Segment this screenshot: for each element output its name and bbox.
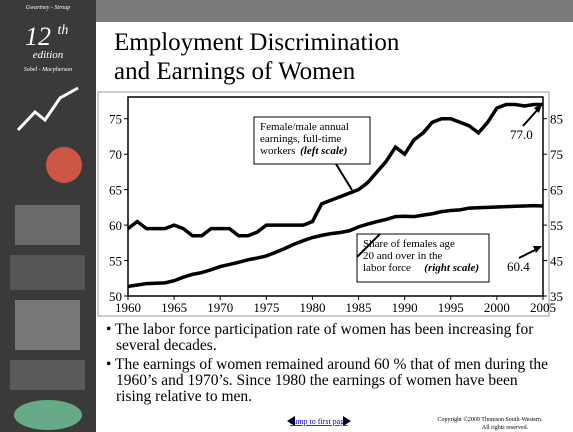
x-tick-label: 1980	[299, 300, 325, 315]
authors-top: Gwartney - Stroup	[26, 5, 70, 11]
annotation-text: workers	[260, 145, 295, 157]
bullet-text: The labor force participation rate of wo…	[115, 321, 533, 354]
sidebar-art	[10, 255, 85, 290]
slide-title: Employment Discrimination	[114, 29, 400, 56]
top-bar-line	[96, 22, 573, 24]
x-tick-label: 2005	[530, 300, 556, 315]
copyright: All rights reserved.	[482, 425, 529, 431]
sidebar-art	[14, 400, 82, 430]
y-tick-label: 75	[109, 112, 122, 127]
edition-number: 12	[25, 22, 51, 51]
x-tick-label: 1965	[161, 300, 187, 315]
annotation-scale: (left scale)	[300, 145, 347, 157]
annotation-scale: (right scale)	[424, 262, 479, 274]
x-tick-label: 1995	[438, 300, 464, 315]
y2-tick-label: 55	[550, 218, 563, 233]
top-bar	[96, 0, 573, 22]
x-tick-label: 2000	[484, 300, 510, 315]
annotation-text: Share of females age	[363, 238, 455, 250]
y2-tick-label: 75	[550, 147, 563, 162]
y2-tick-label: 45	[550, 254, 563, 269]
edition-suffix: th	[58, 23, 69, 38]
annotation-text: labor force	[363, 262, 411, 274]
data-label: 60.4	[507, 259, 530, 274]
x-tick-label: 1970	[207, 300, 233, 315]
x-tick-label: 1960	[115, 300, 141, 315]
y-tick-label: 60	[109, 218, 122, 233]
x-tick-label: 1975	[253, 300, 279, 315]
sidebar-art	[46, 147, 82, 183]
sidebar-art	[15, 300, 80, 350]
sidebar-art	[15, 205, 80, 245]
jump-link[interactable]: Jump to first page	[290, 417, 348, 426]
annotation-text: Female/male annual	[260, 121, 349, 133]
y-tick-label: 70	[109, 147, 122, 162]
edition-word: edition	[33, 49, 64, 61]
page: Gwartney - Stroup 12 th edition Sobel - …	[0, 0, 573, 432]
y2-tick-label: 65	[550, 183, 563, 198]
copyright: Copyright ©2009 Thomson South-Western.	[438, 416, 543, 423]
x-tick-label: 1985	[346, 300, 372, 315]
authors-bottom: Sobel - Macpherson	[24, 67, 72, 73]
sidebar-art	[10, 360, 85, 390]
annotation-text: earnings, full-time	[260, 133, 341, 145]
annotation-text: 20 and over in the	[363, 250, 443, 262]
y2-tick-label: 85	[550, 112, 563, 127]
x-tick-label: 1990	[392, 300, 418, 315]
slide-title: and Earnings of Women	[114, 58, 356, 85]
y-tick-label: 55	[109, 254, 122, 269]
bullet: • The labor force participation rate of …	[104, 322, 556, 354]
bullet: • The earnings of women remained around …	[104, 357, 556, 405]
bullet-text: The earnings of women remained around 60…	[115, 356, 548, 405]
data-label: 77.0	[510, 127, 533, 142]
y-tick-label: 65	[109, 183, 122, 198]
